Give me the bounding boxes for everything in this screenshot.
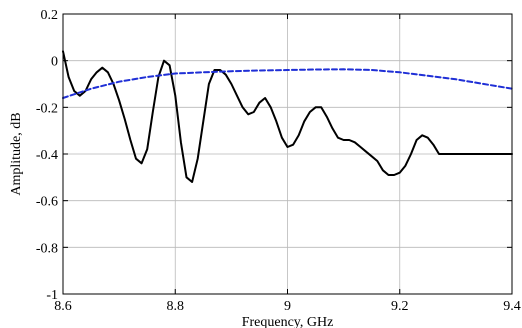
plot-frame	[62, 13, 513, 295]
x-tick-label: 9.2	[391, 299, 409, 314]
x-axis-title: Frequency, GHz	[242, 315, 334, 328]
series-layer	[62, 50, 513, 183]
y-tick-label: -0.2	[36, 101, 58, 116]
x-tick-label: 8.6	[54, 299, 72, 314]
grid	[62, 13, 513, 295]
x-tick-label: 9.4	[503, 299, 521, 314]
y-axis-title: Amplitude, dB	[9, 112, 24, 195]
y-tick-label: 0.2	[41, 8, 59, 23]
x-tick-label: 8.8	[167, 299, 185, 314]
tick-labels: 8.6 8.8 9 9.2 9.4 -1 -0.8 -0.6 -0.4 -0.2 0 0.2	[36, 8, 521, 314]
series-line-2	[62, 68, 513, 99]
series-line-1	[62, 50, 513, 183]
x-tick-label: 9	[284, 299, 291, 314]
y-tick-label: -1	[46, 288, 58, 303]
y-tick-label: 0	[51, 55, 58, 70]
y-tick-label: -0.4	[36, 148, 58, 163]
y-tick-label: -0.6	[36, 195, 58, 210]
y-tick-label: -0.8	[36, 241, 58, 256]
